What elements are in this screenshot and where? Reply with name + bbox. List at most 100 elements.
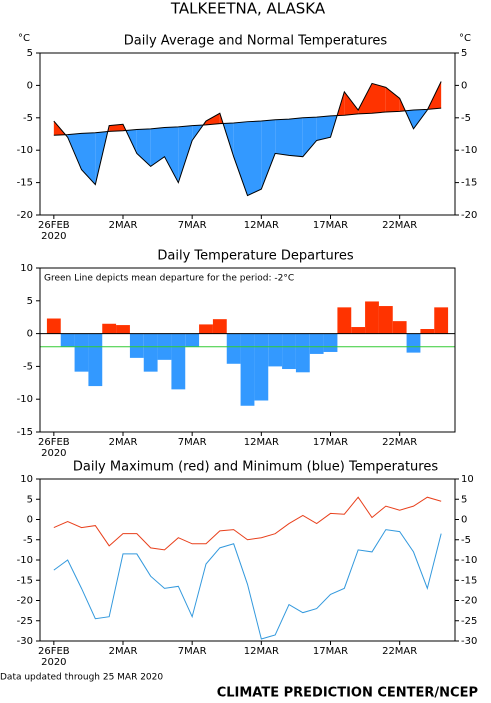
departure-fill xyxy=(289,117,303,157)
y-tick-label: -20 xyxy=(461,596,477,607)
x-tick-label: 7MAR xyxy=(178,437,207,448)
departure-fill xyxy=(164,126,179,183)
x-sublabel: 2020 xyxy=(41,231,66,242)
bar xyxy=(46,318,61,334)
bar xyxy=(420,329,435,334)
y-tick-label: -15 xyxy=(17,178,33,189)
y-tick-label: -10 xyxy=(17,394,33,405)
bar xyxy=(199,324,213,334)
updated-note: Data updated through 25 MAR 2020 xyxy=(0,673,163,683)
x-sublabel: 2020 xyxy=(41,448,66,459)
bar xyxy=(365,301,379,334)
x-tick-label: 26FEB xyxy=(38,646,70,657)
x-tick-label: 17MAR xyxy=(313,220,348,231)
departure-fill xyxy=(150,127,165,167)
bar xyxy=(323,333,338,352)
departure-fill xyxy=(81,132,96,185)
x-tick-label: 7MAR xyxy=(178,220,207,231)
bar xyxy=(143,333,158,372)
bar xyxy=(88,333,103,387)
bar xyxy=(74,333,89,372)
y-tick-label: -5 xyxy=(23,361,33,372)
plot-frame xyxy=(39,267,456,433)
y-tick-label: 0 xyxy=(27,80,33,91)
plot-frame xyxy=(39,52,456,216)
y-tick-label: -10 xyxy=(461,145,477,156)
y-tick-label: -15 xyxy=(461,575,477,586)
bar xyxy=(378,306,393,334)
departure-fill xyxy=(136,128,151,167)
series-line xyxy=(53,529,442,640)
departure-fill xyxy=(385,87,400,112)
x-tick-label: 2MAR xyxy=(109,437,138,448)
y-tick-label: -20 xyxy=(17,596,33,607)
y-unit: °C xyxy=(459,33,471,44)
y-tick-label: 5 xyxy=(461,494,467,505)
departure-fill xyxy=(302,117,317,157)
bar xyxy=(282,333,296,370)
departure-fill xyxy=(372,83,386,114)
bar xyxy=(240,333,255,406)
x-tick-label: 2MAR xyxy=(109,220,138,231)
y-tick-label: -20 xyxy=(17,210,33,221)
departure-fill xyxy=(316,115,331,141)
x-tick-label: 22MAR xyxy=(382,437,417,448)
x-tick-label: 17MAR xyxy=(313,437,348,448)
chart-title: Daily Average and Normal Temperatures xyxy=(124,34,388,49)
x-tick-label: 12MAR xyxy=(244,220,279,231)
average-line xyxy=(53,81,442,197)
bar xyxy=(171,333,186,390)
y-tick-label: 5 xyxy=(27,48,33,59)
series-line xyxy=(53,496,442,551)
y-tick-label: -5 xyxy=(461,113,471,124)
y-tick-label: -15 xyxy=(17,575,33,586)
annotation: Green Line depicts mean departure for th… xyxy=(44,274,294,284)
bar xyxy=(295,333,310,373)
y-tick-label: -5 xyxy=(23,113,33,124)
y-tick-label: 5 xyxy=(27,494,33,505)
y-tick-label: -25 xyxy=(461,616,477,627)
x-sublabel: 2020 xyxy=(41,657,66,668)
y-tick-label: -15 xyxy=(17,427,33,438)
bar xyxy=(406,333,421,353)
bar xyxy=(392,321,407,334)
chart-title: Daily Maximum (red) and Minimum (blue) T… xyxy=(73,460,438,475)
y-tick-label: 10 xyxy=(461,474,474,485)
chart-title: Daily Temperature Departures xyxy=(157,249,353,264)
bar xyxy=(60,333,75,347)
departure-fill xyxy=(275,119,289,156)
bar xyxy=(434,307,449,334)
departure-fill xyxy=(109,124,123,132)
y-tick-label: -30 xyxy=(461,636,477,647)
y-tick-label: -5 xyxy=(23,535,33,546)
departure-fill xyxy=(178,125,193,183)
y-tick-label: -10 xyxy=(17,145,33,156)
y-tick-label: 5 xyxy=(27,296,33,307)
bar xyxy=(351,327,366,334)
y-tick-label: 0 xyxy=(27,329,33,340)
credit: CLIMATE PREDICTION CENTER/NCEP xyxy=(217,686,478,701)
x-tick-label: 17MAR xyxy=(313,646,348,657)
y-tick-label: -30 xyxy=(17,636,33,647)
bar xyxy=(185,333,200,347)
bar xyxy=(226,333,241,364)
departure-fill xyxy=(247,121,262,196)
y-tick-label: -5 xyxy=(461,535,471,546)
bar xyxy=(116,325,130,334)
x-tick-label: 2MAR xyxy=(109,646,138,657)
bar xyxy=(129,333,144,358)
y-tick-label: 10 xyxy=(20,474,33,485)
y-tick-label: -10 xyxy=(461,555,477,566)
page-title: TALKEETNA, ALASKA xyxy=(170,0,326,18)
bar xyxy=(254,333,269,401)
y-tick-label: -25 xyxy=(17,616,33,627)
x-tick-label: 26FEB xyxy=(38,437,70,448)
normal-line xyxy=(53,107,442,136)
y-tick-label: 5 xyxy=(461,48,467,59)
departure-fill xyxy=(344,91,359,116)
x-tick-label: 26FEB xyxy=(38,220,70,231)
departure-fill xyxy=(206,113,220,125)
plot-frame xyxy=(39,478,456,642)
y-tick-label: 0 xyxy=(461,515,467,526)
